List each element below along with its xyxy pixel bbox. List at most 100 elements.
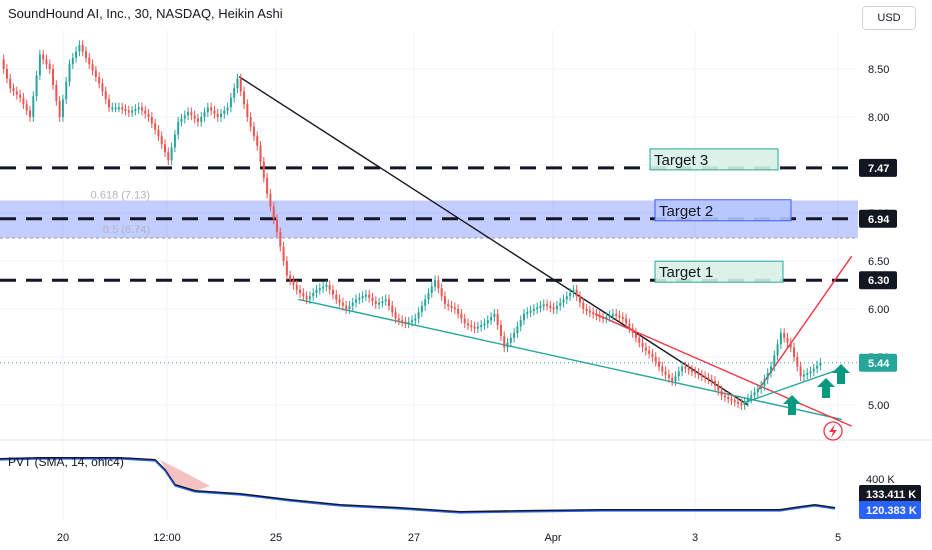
candle-body bbox=[714, 381, 717, 386]
candle-body bbox=[45, 59, 48, 65]
candle-body bbox=[196, 118, 199, 122]
candle-body bbox=[786, 337, 789, 343]
pvt-line bbox=[0, 457, 836, 514]
candle-body bbox=[677, 371, 680, 377]
resistance-trendline bbox=[594, 313, 852, 427]
pvt-tick-label: 400 K bbox=[866, 474, 895, 486]
candle-body bbox=[756, 389, 759, 393]
candle-body bbox=[816, 365, 819, 369]
candle-body bbox=[430, 286, 433, 293]
candle-body bbox=[355, 299, 358, 303]
target-label: Target 1 bbox=[659, 264, 713, 281]
candle-body bbox=[529, 310, 532, 313]
candle-body bbox=[229, 97, 232, 108]
candle-body bbox=[220, 113, 223, 117]
candle-body bbox=[38, 54, 41, 76]
time-tick-label: 5 bbox=[835, 532, 841, 544]
candle-body bbox=[213, 110, 216, 114]
candle-body bbox=[582, 302, 585, 309]
level-price-tag bbox=[859, 158, 897, 177]
price-tick-label: 6.00 bbox=[868, 304, 889, 316]
candle-body bbox=[28, 110, 31, 117]
level-price-text: 6.30 bbox=[868, 275, 889, 287]
candle-body bbox=[91, 64, 94, 71]
candle-body bbox=[348, 305, 351, 309]
candle-body bbox=[536, 307, 539, 310]
candle-body bbox=[124, 109, 127, 111]
candle-body bbox=[150, 117, 153, 124]
lightning-glyph bbox=[829, 424, 837, 438]
candle-body bbox=[565, 296, 568, 300]
candle-body bbox=[65, 81, 68, 100]
candle-body bbox=[308, 296, 311, 300]
candle-body bbox=[737, 401, 740, 404]
candle-body bbox=[628, 323, 631, 329]
candle-body bbox=[417, 312, 420, 319]
candle-body bbox=[246, 104, 249, 117]
candle-body bbox=[460, 313, 463, 319]
candles bbox=[2, 40, 822, 410]
candle-body bbox=[101, 83, 104, 92]
candle-body bbox=[200, 117, 203, 122]
candle-body bbox=[75, 51, 78, 58]
candle-body bbox=[457, 309, 460, 314]
candle-body bbox=[404, 321, 407, 324]
candle-body bbox=[618, 315, 621, 318]
candle-body bbox=[88, 57, 91, 65]
candle-body bbox=[394, 312, 397, 319]
candle-body bbox=[641, 342, 644, 348]
candle-body bbox=[397, 318, 400, 321]
candle-body bbox=[625, 318, 628, 324]
candle-body bbox=[203, 112, 206, 117]
candle-body bbox=[371, 297, 374, 301]
candle-body bbox=[473, 326, 476, 329]
price-axis: 8.508.007.507.006.506.005.505.007.476.94… bbox=[859, 64, 921, 519]
candle-body bbox=[602, 317, 605, 319]
candle-body bbox=[55, 85, 58, 101]
candle-body bbox=[157, 129, 160, 137]
candle-body bbox=[131, 110, 134, 113]
candle-body bbox=[111, 107, 114, 110]
price-tick-label: 8.00 bbox=[868, 112, 889, 124]
pvt-fill bbox=[160, 460, 210, 491]
target-box bbox=[654, 260, 784, 283]
candle-body bbox=[443, 296, 446, 305]
candle-body bbox=[503, 336, 506, 348]
candle-body bbox=[779, 333, 782, 345]
candle-body bbox=[381, 301, 384, 303]
candle-body bbox=[575, 289, 578, 297]
trendlines bbox=[0, 76, 858, 427]
candle-body bbox=[809, 371, 812, 374]
candle-body bbox=[592, 312, 595, 315]
candle-body bbox=[374, 301, 377, 305]
candle-body bbox=[177, 121, 180, 135]
candle-body bbox=[361, 296, 364, 299]
candle-body bbox=[259, 145, 262, 162]
candle-body bbox=[170, 147, 173, 161]
candle-body bbox=[384, 299, 387, 302]
time-tick-label: 3 bbox=[692, 532, 698, 544]
candle-body bbox=[279, 232, 282, 247]
candle-body bbox=[137, 107, 140, 110]
candle-body bbox=[585, 309, 588, 311]
candle-body bbox=[331, 289, 334, 295]
candle-body bbox=[440, 288, 443, 297]
support-trendline bbox=[298, 298, 842, 421]
currency-button[interactable]: USD bbox=[862, 6, 916, 30]
candle-body bbox=[499, 325, 502, 337]
candle-body bbox=[32, 96, 35, 117]
candle-body bbox=[578, 296, 581, 303]
candle-body bbox=[522, 313, 525, 321]
candle-body bbox=[506, 342, 509, 348]
level-price-text: 7.47 bbox=[868, 163, 889, 175]
candle-body bbox=[720, 390, 723, 396]
candle-body bbox=[144, 110, 147, 114]
candle-body bbox=[147, 113, 150, 117]
fib-label: 0.618 (7.13) bbox=[91, 190, 150, 202]
candle-body bbox=[71, 57, 74, 65]
time-tick-label: 27 bbox=[408, 532, 420, 544]
candle-body bbox=[806, 373, 809, 375]
candle-body bbox=[493, 313, 496, 317]
candle-body bbox=[391, 305, 394, 313]
